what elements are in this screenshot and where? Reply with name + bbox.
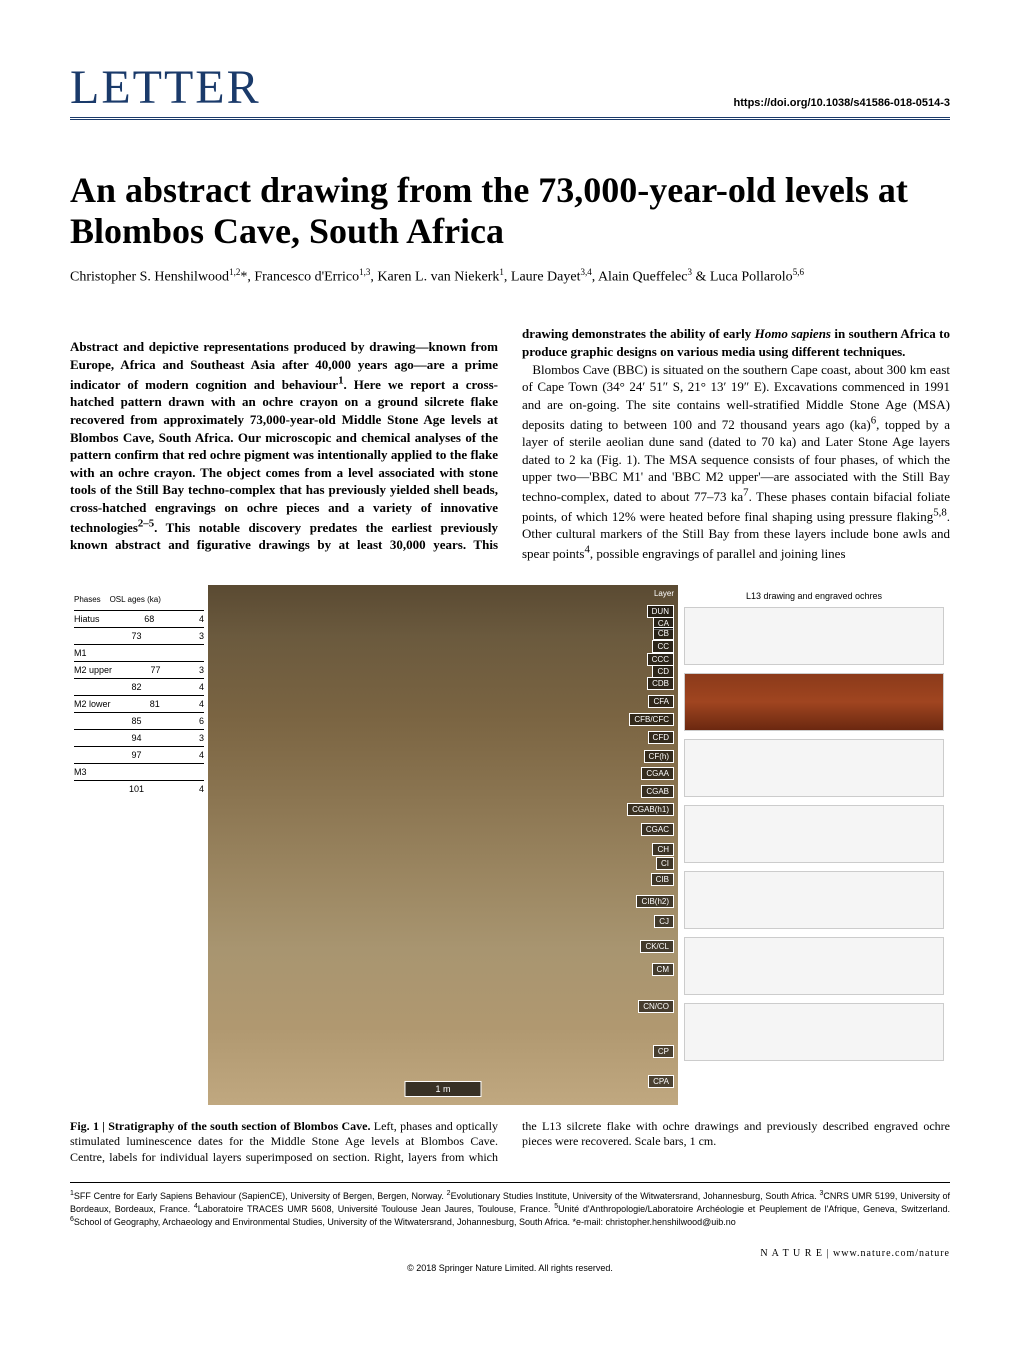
osl-label: OSL ages (ka) <box>110 595 161 604</box>
copyright: © 2018 Springer Nature Limited. All righ… <box>70 1263 950 1273</box>
layer-label: CGAC <box>641 823 674 836</box>
letter-label: LETTER <box>70 60 261 115</box>
phases-label: Phases <box>74 595 101 604</box>
layer-label: CF(h) <box>644 750 674 763</box>
layer-label: CGAB <box>641 785 674 798</box>
artifact-sketch-2 <box>684 739 944 797</box>
phase-row: 974 <box>74 746 204 763</box>
phase-row: 856 <box>74 712 204 729</box>
layer-label: CFD <box>648 731 674 744</box>
artifact-sketch-6 <box>684 1003 944 1061</box>
caption-bold: Fig. 1 | Stratigraphy of the south secti… <box>70 1119 370 1133</box>
phase-row: M2 lower814 <box>74 695 204 712</box>
layer-label: CIB(h2) <box>636 895 674 908</box>
phase-row: 943 <box>74 729 204 746</box>
phase-row: 1014 <box>74 780 204 797</box>
figure-left-phases: Phases OSL ages (ka) Hiatus684733M1M2 up… <box>70 585 208 1105</box>
artifact-sketch-5 <box>684 937 944 995</box>
abstract-columns: Abstract and depictive representations p… <box>70 325 950 564</box>
layer-label: CP <box>653 1045 674 1058</box>
layer-label: CIB <box>651 873 674 886</box>
scale-bar: 1 m <box>404 1081 481 1097</box>
figure-center-stratigraphy: Layer DUNCACBCCCCCCDCDBCFACFB/CFCCFDCF(h… <box>208 585 678 1105</box>
layer-label: CM <box>652 963 674 976</box>
artifact-sketch-4 <box>684 871 944 929</box>
layer-label: CGAB(h1) <box>627 803 674 816</box>
article-title: An abstract drawing from the 73,000-year… <box>70 170 950 253</box>
abstract-text: Abstract and depictive representations p… <box>70 325 950 564</box>
phase-row: M3 <box>74 763 204 780</box>
phase-header: Phases OSL ages (ka) <box>74 595 204 604</box>
layer-label: CN/CO <box>638 1000 674 1013</box>
page: LETTER https://doi.org/10.1038/s41586-01… <box>0 0 1020 1303</box>
layer-label: CJ <box>654 915 674 928</box>
layer-label: CI <box>656 857 674 870</box>
layer-label: CK/CL <box>640 940 674 953</box>
layer-label: CPA <box>648 1075 674 1088</box>
abstract-body-right: Blombos Cave (BBC) is situated on the so… <box>522 362 950 562</box>
layer-label: CFA <box>648 695 674 708</box>
phase-row: M2 upper773 <box>74 661 204 678</box>
phase-rows: Hiatus684733M1M2 upper773824M2 lower8148… <box>74 610 204 797</box>
layer-label: CFB/CFC <box>629 713 674 726</box>
layer-label: CGAA <box>641 767 674 780</box>
footer-nature: N A T U R E | www.nature.com/nature <box>70 1248 950 1259</box>
figure-1-caption: Fig. 1 | Stratigraphy of the south secti… <box>70 1119 950 1166</box>
header-row: LETTER https://doi.org/10.1038/s41586-01… <box>70 60 950 120</box>
phase-row: 824 <box>74 678 204 695</box>
artifact-sketch-1 <box>684 607 944 665</box>
affiliations: 1SFF Centre for Early Sapiens Behaviour … <box>70 1182 950 1228</box>
figure-right-artifacts: L13 drawing and engraved ochres <box>678 585 950 1105</box>
phase-row: Hiatus684 <box>74 610 204 627</box>
layer-label: CC <box>652 640 674 653</box>
figure-1-image: Phases OSL ages (ka) Hiatus684733M1M2 up… <box>70 585 950 1105</box>
layer-header: Layer <box>654 589 674 598</box>
layer-label: CH <box>652 843 674 856</box>
figure-1: Phases OSL ages (ka) Hiatus684733M1M2 up… <box>70 585 950 1105</box>
layer-label: CDB <box>647 677 674 690</box>
artifacts-title: L13 drawing and engraved ochres <box>684 591 944 601</box>
artifact-ochre-photo <box>684 673 944 731</box>
phase-row: 733 <box>74 627 204 644</box>
phase-row: M1 <box>74 644 204 661</box>
doi-link[interactable]: https://doi.org/10.1038/s41586-018-0514-… <box>734 97 950 115</box>
layer-label: CB <box>653 627 674 640</box>
author-list: Christopher S. Henshilwood1,2*, Francesc… <box>70 267 950 286</box>
artifact-sketch-3 <box>684 805 944 863</box>
